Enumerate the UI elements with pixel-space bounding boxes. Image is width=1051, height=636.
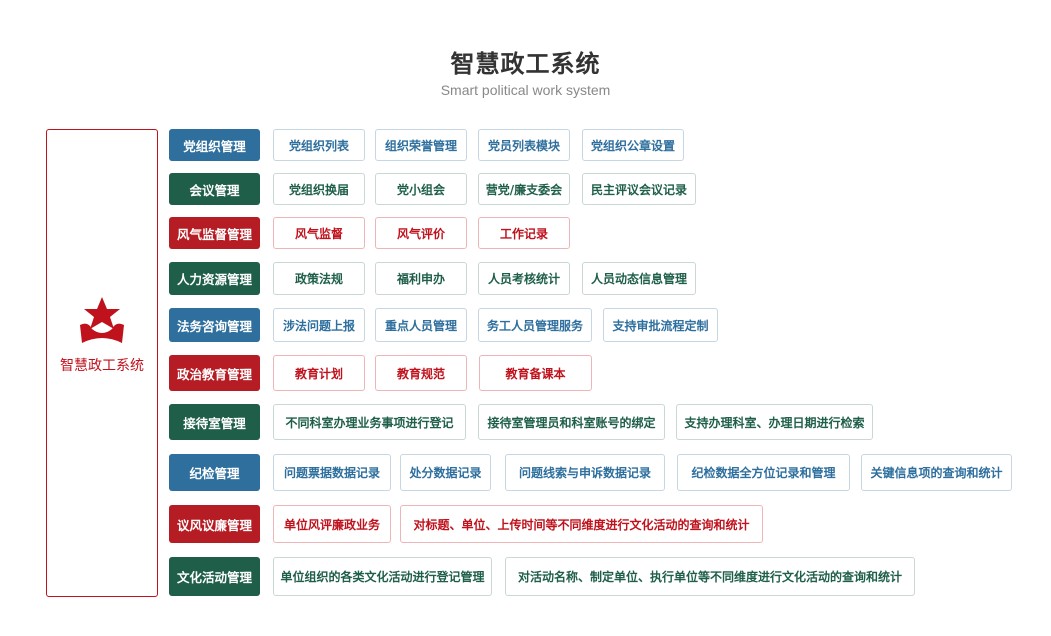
module-item-button[interactable]: 党组织换届: [273, 173, 365, 205]
module-row: 会议管理 党组织换届 党小组会 营党/廉支委会 民主评议会议记录: [169, 173, 1051, 205]
module-category-button[interactable]: 党组织管理: [169, 129, 260, 161]
module-row: 议风议廉管理 单位风评廉政业务 对标题、单位、上传时间等不同维度进行文化活动的查询和…: [169, 505, 1051, 543]
module-item-button[interactable]: 支持审批流程定制: [603, 308, 718, 342]
module-item-button[interactable]: 不同科室办理业务事项进行登记: [273, 404, 466, 440]
module-category-button[interactable]: 纪检管理: [169, 454, 260, 491]
module-category-button[interactable]: 接待室管理: [169, 404, 260, 440]
module-item-button[interactable]: 人员考核统计: [478, 262, 570, 295]
module-category-button[interactable]: 文化活动管理: [169, 557, 260, 596]
module-item-button[interactable]: 党小组会: [375, 173, 467, 205]
module-category-button[interactable]: 会议管理: [169, 173, 260, 205]
module-item-button[interactable]: 福利申办: [375, 262, 467, 295]
module-item-button[interactable]: 对标题、单位、上传时间等不同维度进行文化活动的查询和统计: [400, 505, 763, 543]
module-item-button[interactable]: 党组织列表: [273, 129, 365, 161]
module-row: 接待室管理 不同科室办理业务事项进行登记 接待室管理员和科室账号的绑定 支持办理科室、…: [169, 404, 1051, 440]
module-item-button[interactable]: 接待室管理员和科室账号的绑定: [478, 404, 665, 440]
module-category-button[interactable]: 政治教育管理: [169, 355, 260, 391]
module-item-button[interactable]: 对活动名称、制定单位、执行单位等不同维度进行文化活动的查询和统计: [505, 557, 915, 596]
module-item-button[interactable]: 问题线索与申诉数据记录: [505, 454, 665, 491]
module-item-button[interactable]: 问题票据数据记录: [273, 454, 391, 491]
module-category-button[interactable]: 人力资源管理: [169, 262, 260, 295]
module-item-button[interactable]: 风气评价: [375, 217, 467, 249]
module-item-button[interactable]: 人员动态信息管理: [582, 262, 696, 295]
module-row: 人力资源管理 政策法规 福利申办 人员考核统计 人员动态信息管理: [169, 262, 1051, 295]
module-item-button[interactable]: 纪检数据全方位记录和管理: [677, 454, 850, 491]
module-item-button[interactable]: 组织荣誉管理: [375, 129, 467, 161]
module-item-button[interactable]: 重点人员管理: [375, 308, 467, 342]
page-subtitle: Smart political work system: [440, 82, 611, 98]
module-item-button[interactable]: 教育规范: [375, 355, 467, 391]
module-item-button[interactable]: 党组织公章设置: [582, 129, 684, 161]
module-item-button[interactable]: 风气监督: [273, 217, 365, 249]
system-panel: 智慧政工系统: [46, 129, 158, 597]
module-row: 党组织管理 党组织列表 组织荣誉管理 党员列表模块 党组织公章设置: [169, 129, 1051, 161]
module-item-button[interactable]: 政策法规: [273, 262, 365, 295]
page-title: 智慧政工系统: [450, 50, 601, 78]
module-item-button[interactable]: 营党/廉支委会: [478, 173, 570, 205]
module-item-button[interactable]: 务工人员管理服务: [478, 308, 592, 342]
module-item-button[interactable]: 教育备课本: [479, 355, 592, 391]
module-item-button[interactable]: 涉法问题上报: [273, 308, 365, 342]
module-row: 纪检管理 问题票据数据记录 处分数据记录 问题线索与申诉数据记录 纪检数据全方位记录和管…: [169, 454, 1051, 491]
module-row: 政治教育管理 教育计划 教育规范 教育备课本: [169, 355, 1051, 391]
module-item-button[interactable]: 工作记录: [478, 217, 570, 249]
module-item-button[interactable]: 单位组织的各类文化活动进行登记管理: [273, 557, 492, 596]
module-item-button[interactable]: 民主评议会议记录: [582, 173, 696, 205]
module-item-button[interactable]: 支持办理科室、办理日期进行检索: [676, 404, 873, 440]
module-item-button[interactable]: 处分数据记录: [400, 454, 491, 491]
module-item-button[interactable]: 教育计划: [273, 355, 365, 391]
module-row: 文化活动管理 单位组织的各类文化活动进行登记管理 对活动名称、制定单位、执行单位等不…: [169, 557, 1051, 596]
module-item-button[interactable]: 党员列表模块: [478, 129, 570, 161]
module-category-button[interactable]: 议风议廉管理: [169, 505, 260, 543]
red-star-logo-icon: [80, 297, 124, 343]
module-row: 风气监督管理 风气监督 风气评价 工作记录: [169, 217, 1051, 249]
module-item-button[interactable]: 单位风评廉政业务: [273, 505, 391, 543]
module-category-button[interactable]: 风气监督管理: [169, 217, 260, 249]
module-category-button[interactable]: 法务咨询管理: [169, 308, 260, 342]
module-row: 法务咨询管理 涉法问题上报 重点人员管理 务工人员管理服务 支持审批流程定制: [169, 308, 1051, 342]
module-item-button[interactable]: 关键信息项的查询和统计: [861, 454, 1012, 491]
system-label: 智慧政工系统: [60, 358, 144, 374]
